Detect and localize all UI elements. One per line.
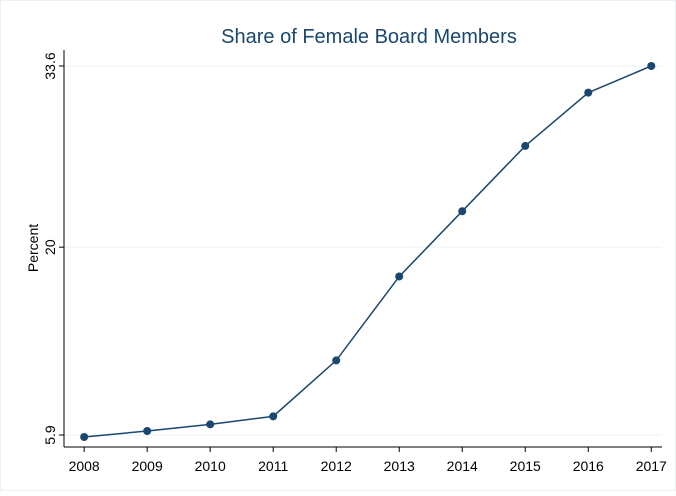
point — [143, 427, 152, 436]
y-tick-label: 5.9 — [42, 425, 58, 445]
y-tick-label: 33.6 — [42, 52, 58, 79]
point — [80, 433, 89, 442]
x-tick-label: 2011 — [258, 458, 288, 474]
x-tick-label: 2010 — [195, 458, 226, 474]
point — [206, 420, 215, 429]
point — [458, 207, 467, 216]
x-tick-label: 2012 — [321, 458, 352, 474]
x-tick-label: 2014 — [447, 458, 478, 474]
point — [332, 356, 341, 365]
x-tick-label: 2016 — [573, 458, 604, 474]
point — [521, 141, 530, 150]
series-line — [84, 65, 652, 438]
y-axis-label: Percent — [25, 224, 41, 272]
x-tick-label: 2017 — [636, 458, 667, 474]
x-tick-label: 2013 — [384, 458, 415, 474]
point — [395, 272, 404, 281]
point — [269, 412, 278, 421]
point — [647, 61, 656, 70]
x-tick-label: 2009 — [132, 458, 163, 474]
chart-title: Share of Female Board Members — [221, 26, 517, 48]
point — [584, 88, 593, 97]
x-tick-label: 2015 — [510, 458, 541, 474]
x-tick-label: 2008 — [69, 458, 100, 474]
y-tick-label: 20 — [42, 239, 58, 255]
